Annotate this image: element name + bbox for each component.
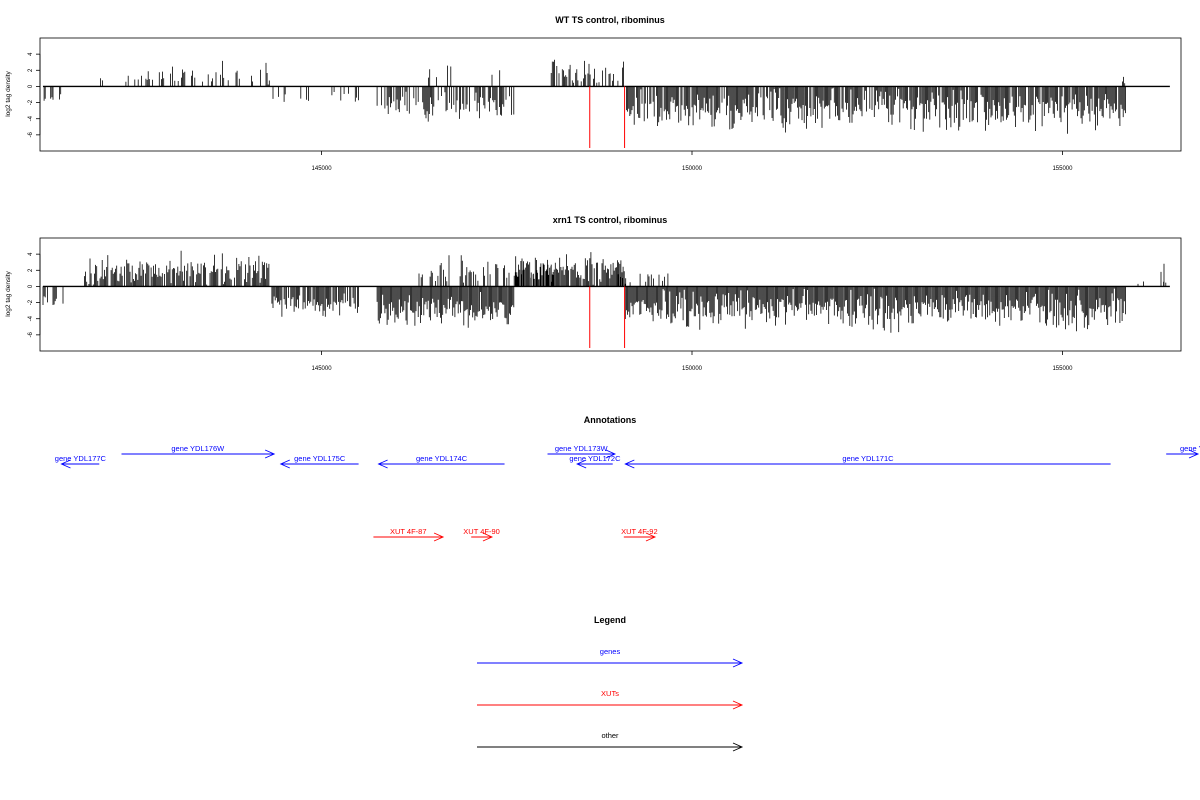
annotations-title: Annotations <box>584 415 637 425</box>
gene-annotations: gene YDL177C gene YDL176W gene YDL175C gene… <box>55 444 1200 469</box>
legend-label: genes <box>600 647 621 656</box>
gene-label: gene YDL173W <box>555 444 609 453</box>
legend-label: other <box>601 731 619 740</box>
legend-item-xuts: XUTs <box>477 689 744 710</box>
xut-label: XUT 4F-87 <box>390 527 427 536</box>
xrn1-panel-title: xrn1 TS control, ribominus <box>553 215 668 225</box>
xut-label: XUT 4F-90 <box>463 527 500 536</box>
x-tick-label: 155000 <box>1052 366 1073 372</box>
gene-label: gene YDL170W <box>1180 444 1200 453</box>
wt-y-axis-label: log2 tag density <box>5 70 12 116</box>
y-tick-label: -6 <box>28 132 34 138</box>
x-tick-label: 150000 <box>682 366 703 372</box>
gene-label: gene YDL176W <box>171 444 225 453</box>
y-tick-label: 2 <box>28 68 34 72</box>
y-tick-label: -4 <box>28 315 34 321</box>
legend-item-other: other <box>477 731 744 752</box>
gene-arrow-7: gene YDL170W <box>1166 444 1200 459</box>
y-tick-label: -4 <box>28 115 34 121</box>
y-tick-label: -2 <box>28 299 34 305</box>
x-tick-label: 145000 <box>312 166 333 172</box>
legend-label: XUTs <box>601 689 619 698</box>
wt-x-axis: 145000 150000 155000 <box>312 151 1073 172</box>
wt-bars <box>42 59 1170 134</box>
density-bars <box>42 250 1167 333</box>
gene-arrow-2: gene YDL175C <box>279 454 359 469</box>
x-tick-label: 155000 <box>1052 166 1073 172</box>
legend-title: Legend <box>594 615 626 625</box>
xut-annotations: XUT 4F-87 XUT 4F-90 XUT 4F-92 <box>373 527 658 542</box>
legend-item-genes: genes <box>477 647 744 668</box>
x-tick-label: 145000 <box>312 366 333 372</box>
xut-arrow-2: XUT 4F-92 <box>621 527 658 542</box>
xrn1-x-axis: 145000 150000 155000 <box>312 351 1073 372</box>
gene-arrow-1: gene YDL176W <box>121 444 276 459</box>
gene-label: gene YDL175C <box>294 454 346 463</box>
y-tick-label: 0 <box>28 284 34 288</box>
xrn1-panel: xrn1 TS control, ribominus -6 -4 -2 0 2 4 145… <box>5 215 1182 372</box>
gene-arrow-4: gene YDL173W <box>547 444 617 459</box>
gene-label: gene YDL177C <box>55 454 107 463</box>
legend-items: genes XUTs other <box>477 647 744 752</box>
xrn1-markers <box>589 286 626 348</box>
gene-arrow-0: gene YDL177C <box>55 454 107 469</box>
y-tick-label: 2 <box>28 268 34 272</box>
y-tick-label: -6 <box>28 332 34 338</box>
y-tick-label: 0 <box>28 84 34 88</box>
wt-markers <box>589 86 626 148</box>
xut-arrow-1: XUT 4F-90 <box>463 527 500 542</box>
density-bars <box>43 59 1126 134</box>
wt-panel-title: WT TS control, ribominus <box>555 15 665 25</box>
x-tick-label: 150000 <box>682 166 703 172</box>
xrn1-y-axis-label: log2 tag density <box>5 270 12 316</box>
y-tick-label: 4 <box>28 252 34 256</box>
gene-label: gene YDL174C <box>416 454 468 463</box>
legend: Legend genes XUTs other <box>477 615 744 752</box>
gene-label: gene YDL172C <box>569 454 621 463</box>
xrn1-bars <box>42 250 1170 333</box>
wt-panel: WT TS control, ribominus -6 -4 -2 0 2 4 14500… <box>5 15 1182 172</box>
xrn1-y-axis: -6 -4 -2 0 2 4 <box>28 252 41 338</box>
gene-arrow-3: gene YDL174C <box>377 454 505 469</box>
xut-arrow-0: XUT 4F-87 <box>373 527 445 542</box>
xut-label: XUT 4F-92 <box>621 527 658 536</box>
gene-label: gene YDL171C <box>842 454 894 463</box>
y-tick-label: -2 <box>28 99 34 105</box>
gene-arrow-5: gene YDL172C <box>569 454 621 469</box>
gene-arrow-6: gene YDL171C <box>624 454 1111 469</box>
y-tick-label: 4 <box>28 52 34 56</box>
wt-y-axis: -6 -4 -2 0 2 4 <box>28 52 41 138</box>
